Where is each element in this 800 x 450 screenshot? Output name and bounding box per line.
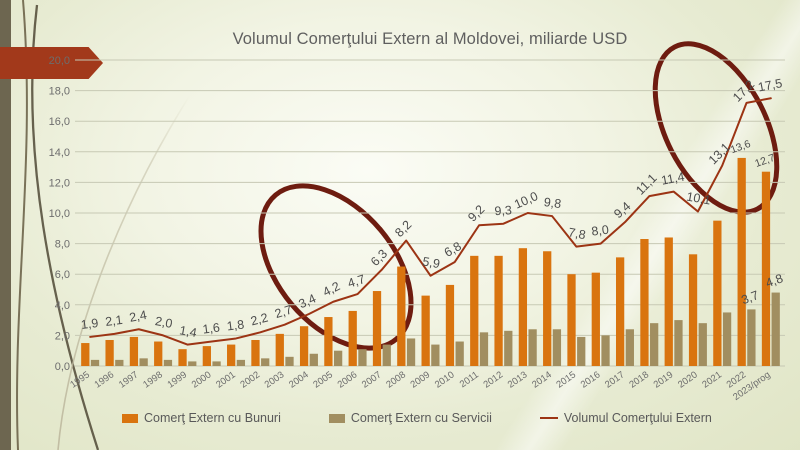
svg-text:1996: 1996	[93, 369, 117, 390]
svg-text:1997: 1997	[117, 369, 141, 390]
svg-text:2006: 2006	[336, 369, 360, 390]
svg-text:14,0: 14,0	[49, 147, 70, 159]
svg-text:6,0: 6,0	[55, 269, 70, 281]
svg-text:2007: 2007	[360, 369, 384, 390]
svg-text:11,4: 11,4	[660, 170, 686, 188]
svg-text:2011: 2011	[458, 369, 481, 390]
svg-text:4,0: 4,0	[55, 300, 70, 312]
svg-text:2002: 2002	[238, 369, 262, 390]
svg-text:3,4: 3,4	[297, 291, 319, 311]
svg-text:2003: 2003	[263, 369, 287, 390]
svg-text:2020: 2020	[676, 369, 700, 390]
svg-text:10,0: 10,0	[49, 208, 70, 220]
svg-text:0,0: 0,0	[55, 361, 70, 373]
svg-text:1,4: 1,4	[178, 323, 198, 340]
svg-text:17,2: 17,2	[730, 77, 757, 104]
svg-text:1,6: 1,6	[202, 321, 221, 337]
svg-text:17,5: 17,5	[757, 76, 784, 94]
svg-text:2021: 2021	[700, 369, 724, 390]
svg-text:8,2: 8,2	[392, 218, 414, 240]
svg-text:9,8: 9,8	[543, 195, 562, 211]
svg-text:12,7: 12,7	[753, 152, 776, 170]
svg-text:2,0: 2,0	[55, 330, 70, 342]
svg-text:1998: 1998	[141, 369, 165, 390]
svg-text:2000: 2000	[190, 369, 214, 390]
svg-text:1,8: 1,8	[226, 317, 245, 333]
svg-text:18,0: 18,0	[49, 86, 70, 98]
svg-text:10,0: 10,0	[512, 189, 540, 212]
svg-text:2,4: 2,4	[128, 308, 148, 325]
svg-text:9,2: 9,2	[465, 202, 487, 224]
svg-text:5,9: 5,9	[421, 254, 441, 271]
svg-text:2001: 2001	[214, 369, 238, 390]
svg-text:2009: 2009	[409, 369, 433, 390]
svg-text:2015: 2015	[554, 369, 578, 390]
svg-text:2,2: 2,2	[249, 311, 269, 329]
svg-text:4,2: 4,2	[321, 279, 343, 299]
svg-text:16,0: 16,0	[49, 116, 70, 128]
svg-text:2004: 2004	[287, 369, 311, 390]
svg-text:2019: 2019	[652, 369, 676, 390]
svg-text:2008: 2008	[384, 369, 408, 390]
svg-text:7,8: 7,8	[567, 225, 587, 242]
svg-text:2012: 2012	[482, 369, 506, 390]
svg-text:2005: 2005	[311, 369, 335, 390]
svg-text:9,3: 9,3	[494, 203, 512, 218]
svg-text:8,0: 8,0	[591, 223, 610, 239]
svg-text:6,8: 6,8	[442, 239, 464, 260]
svg-text:2,1: 2,1	[104, 313, 123, 329]
svg-text:6,3: 6,3	[368, 247, 390, 269]
svg-text:1995: 1995	[68, 369, 92, 390]
svg-text:8,0: 8,0	[55, 239, 70, 251]
svg-text:2010: 2010	[433, 369, 457, 390]
svg-text:2,0: 2,0	[154, 314, 174, 331]
svg-text:11,1: 11,1	[633, 171, 659, 197]
svg-text:1,9: 1,9	[80, 316, 99, 332]
svg-text:1999: 1999	[165, 369, 189, 390]
svg-text:20,0: 20,0	[49, 55, 70, 67]
svg-text:2,7: 2,7	[273, 303, 294, 322]
svg-text:2016: 2016	[579, 369, 603, 390]
svg-text:2014: 2014	[530, 369, 554, 390]
svg-text:2013: 2013	[506, 369, 530, 390]
svg-text:2017: 2017	[603, 369, 627, 390]
svg-text:12,0: 12,0	[49, 177, 70, 189]
svg-text:2018: 2018	[627, 369, 651, 390]
